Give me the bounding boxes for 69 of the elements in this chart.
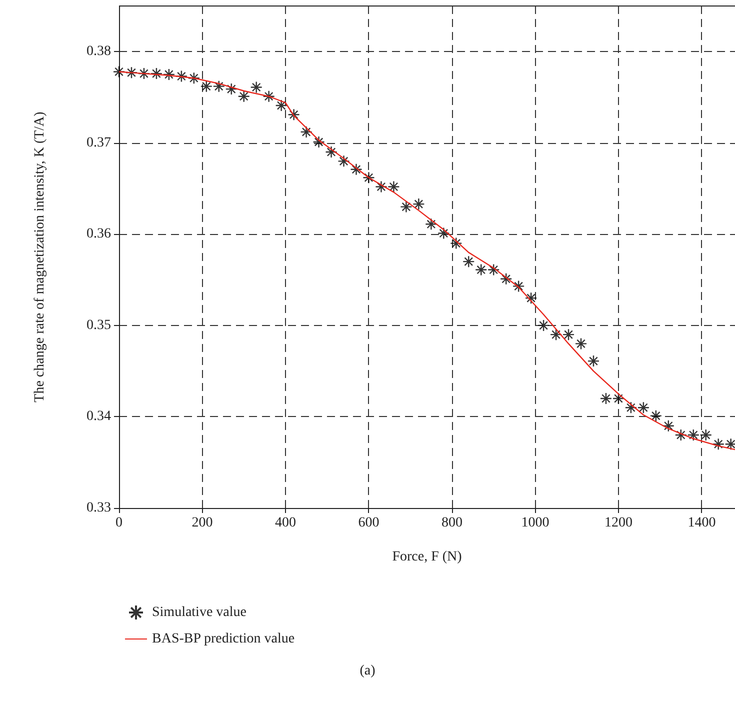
x-axis-title: Force, F (N): [392, 550, 462, 564]
point: [662, 420, 675, 432]
point: [300, 126, 312, 138]
point: [587, 354, 600, 368]
point: [487, 264, 500, 276]
point: [612, 392, 625, 405]
x-tick-label: 200: [192, 516, 213, 530]
point: [438, 227, 450, 240]
point: [112, 66, 126, 78]
y-tick-label: 0.33: [86, 500, 111, 516]
point: [150, 67, 163, 80]
point: [162, 68, 176, 81]
point: [412, 198, 425, 210]
point: [250, 81, 262, 94]
x-tick-label: 400: [274, 516, 296, 530]
point: [388, 180, 400, 193]
point: [687, 428, 700, 442]
y-tick-label: 0.36: [86, 226, 111, 242]
point: [512, 280, 525, 292]
point: [500, 272, 512, 286]
point: [288, 108, 300, 121]
point: [700, 428, 712, 442]
point: [138, 67, 150, 80]
point: [200, 80, 213, 92]
point: [188, 72, 200, 84]
point: [674, 428, 687, 442]
point: [524, 292, 538, 304]
y-tick-label: 0.35: [86, 318, 111, 333]
y-tick-label: 0.37: [86, 135, 111, 150]
point: [212, 80, 225, 92]
point: [262, 90, 275, 102]
x-tick-label: 1000: [521, 516, 550, 530]
point: [550, 328, 562, 341]
point: [362, 171, 375, 184]
point: [425, 218, 438, 230]
y-axis-title: The change rate of magnetization intensity, K (T/A): [32, 111, 48, 402]
point: [637, 402, 650, 414]
point: [312, 136, 325, 148]
y-tick-label: 0.38: [86, 44, 111, 60]
x-tick-label: 1200: [604, 516, 632, 530]
point: [325, 146, 338, 158]
point: [225, 82, 238, 96]
point: [400, 200, 412, 213]
text: (a): [360, 664, 376, 678]
point: [600, 392, 612, 405]
point: [475, 264, 488, 276]
line-series: [118, 71, 735, 450]
point: [125, 66, 138, 79]
x-tick-label: 600: [358, 516, 380, 530]
point: [624, 402, 638, 414]
point: [338, 155, 350, 168]
point: [350, 163, 362, 176]
point: [175, 70, 188, 82]
x-tick-label: 0: [116, 516, 122, 530]
point: [450, 237, 462, 250]
point: [574, 338, 588, 350]
point: [562, 328, 575, 341]
point: [462, 255, 475, 268]
y-tick-label: 0.34: [86, 409, 111, 424]
point: [712, 438, 724, 450]
point: [275, 99, 288, 112]
point: [375, 180, 388, 193]
legend-label: Simulative value: [152, 605, 246, 620]
x-tick-label: 1400: [688, 516, 716, 530]
legend-label: BAS-BP prediction value: [152, 632, 295, 646]
x-tick-label: 800: [441, 516, 462, 530]
point: [537, 319, 550, 332]
point: [238, 90, 250, 102]
point: [650, 410, 662, 422]
